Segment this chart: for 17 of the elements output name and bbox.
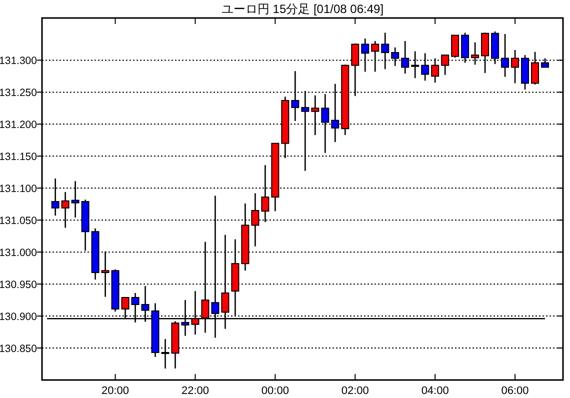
y-tick-label: 131.000: [0, 247, 38, 260]
x-tick-label: 04:00: [421, 385, 449, 397]
chart-title: ユーロ円 15分足 [01/08 06:49]: [221, 2, 384, 16]
y-tick-label: 130.950: [0, 279, 38, 292]
y-tick-label: 131.300: [0, 55, 38, 68]
y-tick-label: 131.250: [0, 87, 38, 100]
x-tick-label: 02:00: [341, 385, 369, 397]
x-tick-label: 00:00: [261, 385, 289, 397]
y-tick-label: 130.850: [0, 343, 38, 356]
y-tick-label: 131.050: [0, 215, 38, 228]
x-tick-label: 20:00: [102, 385, 130, 397]
y-tick-label: 131.100: [0, 183, 38, 196]
y-tick-label: 131.150: [0, 151, 38, 164]
y-tick-label: 131.200: [0, 119, 38, 132]
x-tick-label: 06:00: [501, 385, 529, 397]
x-tick-label: 22:00: [181, 385, 209, 397]
y-tick-label: 130.900: [0, 311, 38, 324]
